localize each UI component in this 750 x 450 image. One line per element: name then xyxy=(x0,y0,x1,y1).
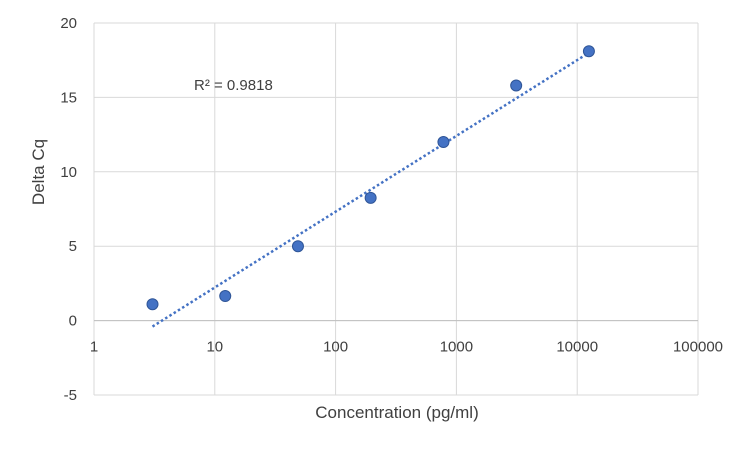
y-axis-ticks: -5 0 5 10 15 20 xyxy=(60,15,77,404)
x-axis-ticks: 1 10 100 1000 10000 100000 xyxy=(90,339,723,356)
data-point xyxy=(146,298,159,311)
y-tick-label: 20 xyxy=(60,15,77,32)
data-point xyxy=(437,136,450,149)
chart-grid xyxy=(93,22,699,396)
x-tick-label: 1000 xyxy=(440,339,473,356)
r-squared-annotation: R² = 0.9818 xyxy=(194,77,273,94)
data-points xyxy=(146,45,595,311)
trendline-layer xyxy=(151,51,590,328)
y-tick-label: 15 xyxy=(60,89,77,106)
x-tick-label: 1 xyxy=(90,339,98,356)
data-point xyxy=(291,240,304,253)
x-axis-title: Concentration (pg/ml) xyxy=(315,403,478,422)
x-tick-label: 10000 xyxy=(556,339,598,356)
y-axis-title: Delta Cq xyxy=(29,139,48,205)
x-tick-label: 100000 xyxy=(673,339,723,356)
trendline xyxy=(151,51,590,328)
y-tick-label: 10 xyxy=(60,164,77,181)
y-tick-label: 0 xyxy=(69,313,77,330)
y-tick-label: -5 xyxy=(64,387,77,404)
data-point xyxy=(364,191,377,204)
data-point xyxy=(510,79,523,92)
data-point xyxy=(582,45,595,58)
y-tick-label: 5 xyxy=(69,238,77,255)
x-tick-label: 100 xyxy=(323,339,348,356)
x-tick-label: 10 xyxy=(206,339,223,356)
data-point xyxy=(219,290,232,303)
